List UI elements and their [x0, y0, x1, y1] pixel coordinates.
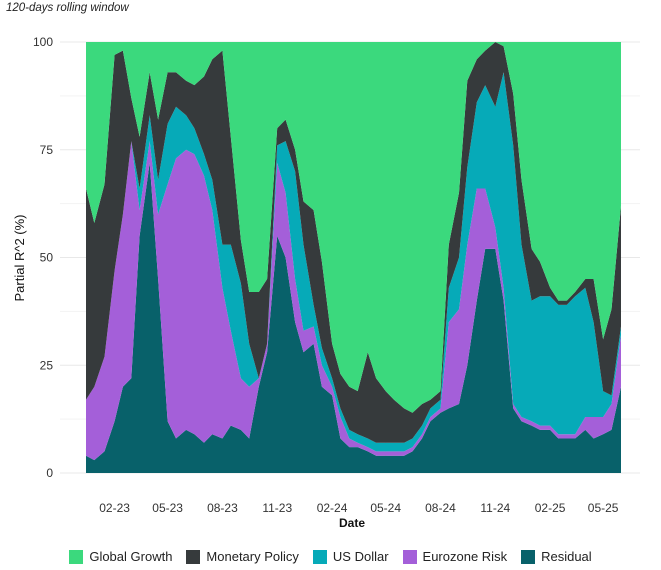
- legend-swatch-monetary-policy: [186, 549, 201, 564]
- area-residual: [86, 162, 621, 473]
- x-tick-label: 02-25: [535, 501, 566, 515]
- chart-subtitle: 120-days rolling window: [6, 2, 129, 14]
- legend-label-global-growth: Global Growth: [89, 549, 173, 564]
- y-tick-label: 50: [40, 251, 54, 265]
- x-tick-label: 11-24: [480, 501, 510, 515]
- legend-item-us-dollar: US Dollar: [312, 549, 389, 564]
- area-us-dollar: [86, 72, 621, 452]
- x-tick-label: 08-24: [425, 501, 456, 515]
- area-eurozone-risk: [86, 141, 621, 461]
- x-tick-label: 02-23: [99, 501, 130, 515]
- legend-item-eurozone-risk: Eurozone Risk: [402, 549, 508, 564]
- legend-swatch-eurozone-risk: [402, 549, 417, 564]
- area-global-growth: [86, 42, 621, 413]
- legend-swatch-global-growth: [69, 549, 84, 564]
- legend-label-monetary-policy: Monetary Policy: [206, 549, 299, 564]
- legend-item-monetary-policy: Monetary Policy: [186, 549, 299, 564]
- x-tick-label: 02-24: [317, 501, 348, 515]
- legend: Global Growth Monetary Policy US Dollar Eur…: [0, 549, 661, 564]
- x-axis-ticks: 02-23 05-23 08-23 11-23 02-24 05-24 08-24 11-24…: [99, 501, 619, 515]
- y-tick-label: 100: [33, 35, 53, 49]
- legend-item-global-growth: Global Growth: [69, 549, 172, 564]
- legend-item-residual: Residual: [521, 549, 592, 564]
- legend-label-us-dollar: US Dollar: [332, 549, 389, 564]
- x-tick-label: 05-25: [588, 501, 619, 515]
- y-tick-label: 0: [46, 466, 53, 480]
- legend-label-residual: Residual: [541, 549, 592, 564]
- x-axis-title: Date: [339, 516, 365, 530]
- chart-svg: 0 25 50 75 100 02-23 05-23 08-23 11-23 02-24 05-2…: [12, 35, 640, 530]
- legend-swatch-residual: [521, 549, 536, 564]
- area-monetary-policy: [86, 42, 621, 443]
- legend-swatch-us-dollar: [312, 549, 327, 564]
- x-tick-label: 08-23: [207, 501, 238, 515]
- y-tick-label: 75: [40, 143, 54, 157]
- y-tick-label: 25: [40, 358, 54, 372]
- stacked-areas: [86, 42, 621, 473]
- legend-label-eurozone-risk: Eurozone Risk: [422, 549, 508, 564]
- y-axis-ticks: 0 25 50 75 100: [33, 35, 53, 480]
- y-axis-title: Partial R^2 (%): [12, 214, 27, 301]
- x-tick-label: 05-23: [152, 501, 183, 515]
- x-tick-label: 11-23: [262, 501, 292, 515]
- x-tick-label: 05-24: [370, 501, 401, 515]
